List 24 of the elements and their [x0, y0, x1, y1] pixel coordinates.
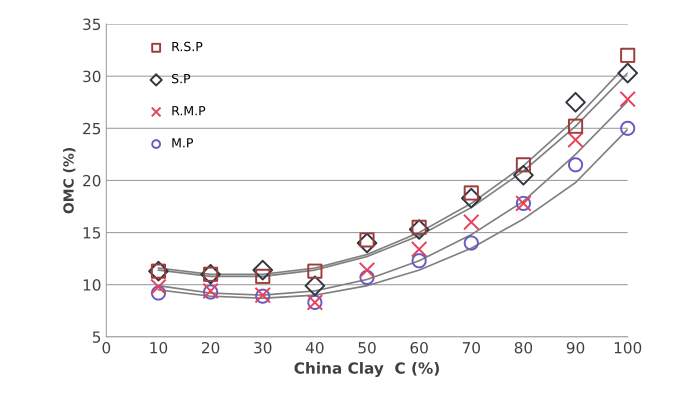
y-tick-label: 35	[83, 18, 100, 30]
x-axis-title: China Clay C (%)	[294, 362, 439, 377]
x-tick-label: 40	[306, 342, 324, 354]
x-tick-label: 0	[102, 342, 110, 354]
x-tick-label: 30	[254, 342, 272, 354]
y-tick-label: 10	[84, 279, 100, 291]
x-tick-label: 100	[614, 342, 642, 354]
x-tick-label: 90	[566, 342, 584, 354]
y-tick-label: 30	[83, 70, 100, 82]
legend-label: M.P	[172, 138, 194, 148]
legend-label: R.M.P	[172, 106, 206, 116]
x-tick-label: 10	[150, 342, 168, 354]
legend-label: S.P	[172, 74, 190, 84]
x-tick-label: 20	[202, 342, 220, 354]
y-tick-label: 5	[92, 332, 100, 343]
x-tick-label: 70	[462, 342, 480, 354]
y-axis-title: OMC (%)	[63, 148, 76, 214]
y-tick-label: 25	[83, 122, 100, 134]
x-tick-label: 80	[514, 342, 532, 354]
y-tick-label: 15	[84, 227, 100, 239]
x-tick-label: 50	[358, 342, 376, 354]
x-tick-label: 60	[410, 342, 428, 354]
legend-label: R.S.P	[172, 42, 202, 52]
y-tick-label: 20	[83, 174, 100, 186]
